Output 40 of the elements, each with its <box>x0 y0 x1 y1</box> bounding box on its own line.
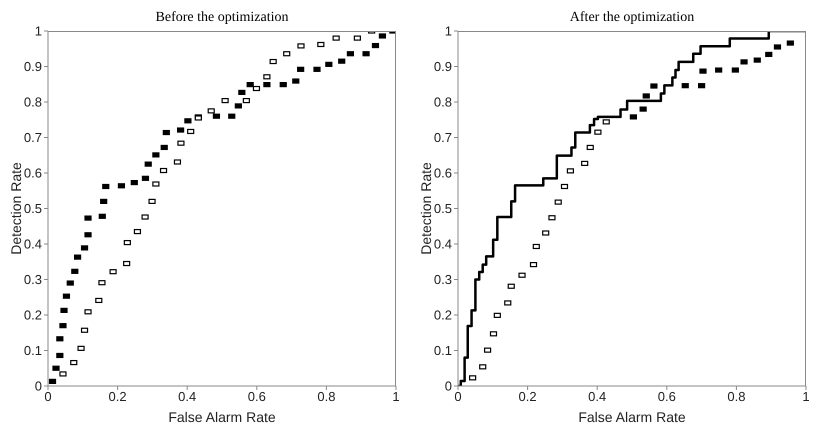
x-tick-label: 0 <box>454 389 462 404</box>
y-axis-title: Detection Rate <box>8 162 24 255</box>
y-tick-label: 0.3 <box>434 272 452 288</box>
x-tick-label: 0.6 <box>248 389 266 404</box>
x-tick-label: 0.6 <box>658 389 676 404</box>
y-tick-label: 0.9 <box>24 59 42 74</box>
chart-title: Before the optimization <box>154 10 290 26</box>
y-tick-label: 0.7 <box>434 130 452 146</box>
x-axis-title: False Alarm Rate <box>168 409 276 425</box>
x-axis-title: False Alarm Rate <box>578 409 686 425</box>
y-tick-label: 0.7 <box>24 130 42 146</box>
x-tick-label: 0.4 <box>588 389 606 404</box>
y-tick-label: 0.6 <box>434 166 452 181</box>
y-tick-label: 1 <box>444 24 452 39</box>
y-tick-label: 0.4 <box>434 236 452 252</box>
x-tick-label: 0.2 <box>108 389 127 404</box>
x-tick-label: 0.4 <box>178 389 196 404</box>
x-tick-label: 1 <box>802 389 810 404</box>
x-tick-label: 0.2 <box>518 389 537 404</box>
y-tick-label: 0 <box>34 378 42 394</box>
y-tick-label: 0.9 <box>434 59 452 74</box>
y-tick-label: 0.5 <box>24 201 42 216</box>
x-tick-label: 1 <box>392 389 400 404</box>
y-tick-label: 0.3 <box>24 272 42 288</box>
y-tick-label: 0.5 <box>434 201 452 216</box>
y-tick-label: 1 <box>34 24 42 39</box>
x-tick-label: 0.8 <box>317 389 336 404</box>
y-tick-label: 0 <box>444 378 452 394</box>
y-tick-label: 0.2 <box>24 308 42 323</box>
chart-title: After the optimization <box>568 10 696 26</box>
y-tick-label: 0.6 <box>24 166 42 181</box>
x-tick-label: 0 <box>44 389 52 404</box>
y-tick-label: 0.8 <box>434 94 452 110</box>
y-tick-label: 0.8 <box>24 94 42 110</box>
y-tick-label: 0.1 <box>24 343 42 358</box>
y-axis-title: Detection Rate <box>418 162 434 255</box>
y-tick-label: 0.1 <box>434 343 452 358</box>
y-tick-label: 0.2 <box>434 308 452 323</box>
x-tick-label: 0.8 <box>727 389 746 404</box>
y-tick-label: 0.4 <box>24 236 42 252</box>
